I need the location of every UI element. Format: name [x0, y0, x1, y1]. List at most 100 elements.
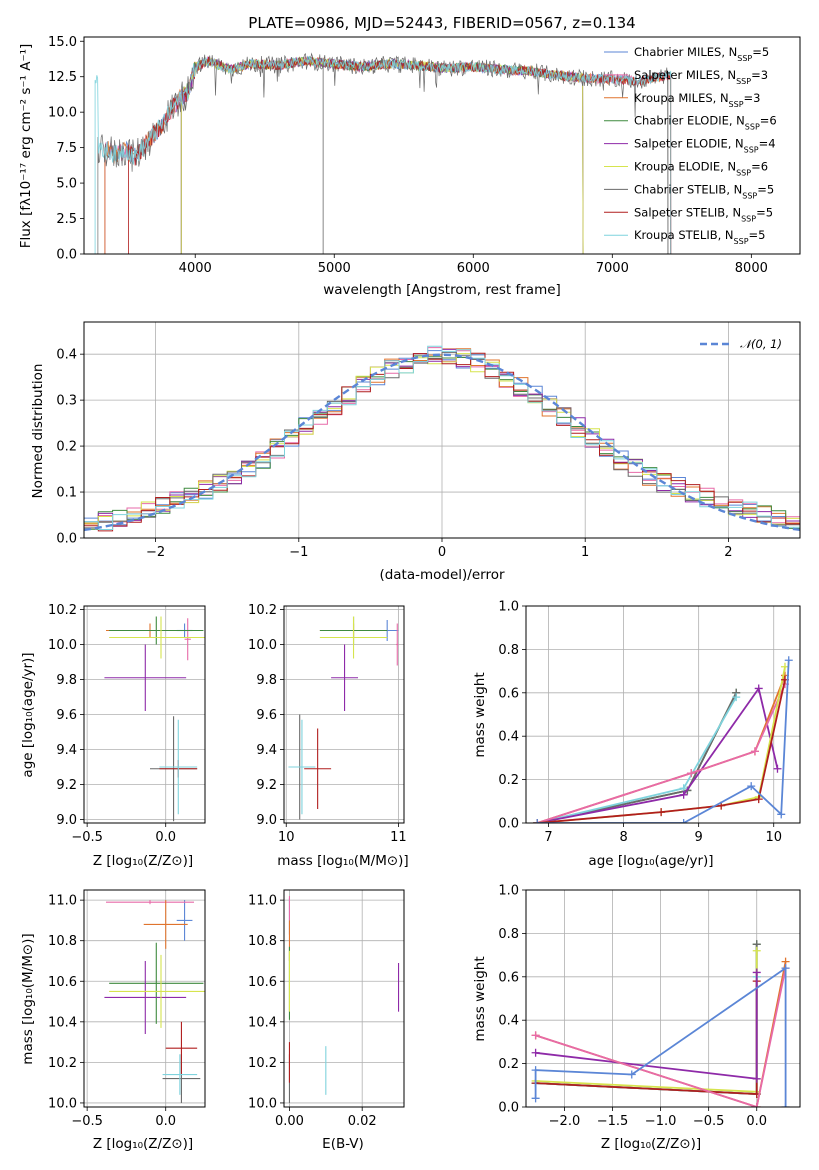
legend-label: Chabrier MILES, NSSP=5	[634, 45, 769, 63]
x-tick-label: 0.0	[746, 1114, 767, 1129]
plot-marks	[104, 900, 205, 1103]
y-tick-label: 10.6	[48, 975, 77, 990]
axes-frame	[83, 321, 801, 539]
weight-marker-salpeter-miles	[752, 1103, 761, 1107]
y-tick-label: 10.2	[48, 603, 77, 618]
weight-marker-salpeter-elodie	[752, 968, 761, 977]
y-tick-label: 9.6	[56, 708, 77, 723]
y-tick-label: 10.0	[248, 638, 277, 653]
y-tick-label: 0.6	[498, 686, 519, 701]
x-tick-label: 9	[695, 830, 703, 845]
age-vs-mass-panel: 10 11 9.0 9.2 9.4 9.6 9.8 10.0 10.2 mass [log₁₀(…	[248, 603, 409, 869]
x-tick-label: 6000	[457, 261, 490, 276]
x-tick-label: 11	[390, 830, 407, 845]
age-vs-mass-plot-area: 10 11 9.0 9.2 9.4 9.6 9.8 10.0 10.2	[248, 603, 407, 845]
weight-vs-age-ylabel: mass weight	[472, 672, 488, 757]
x-tick-label: 8000	[735, 261, 768, 276]
x-tick-label: 5000	[318, 261, 351, 276]
plot-marks	[288, 896, 400, 1103]
weight-marker-chabrier-miles	[679, 819, 688, 823]
spectrum-plot-area: 4000 5000 6000 7000 8000 0.0 2.5 5.0 7.5 10.0 12.5…	[48, 35, 801, 276]
mass-vs-z-plot-area: −0.5 0.0 10.0 10.2 10.4 10.6 10.8 11.0	[48, 889, 206, 1129]
figure-title: PLATE=0986, MJD=52443, FIBERID=0567, z=0…	[248, 14, 635, 32]
x-tick-label: 1	[581, 545, 589, 560]
y-tick-label: 10.4	[48, 1015, 77, 1030]
legend-label: 𝒩(0, 1)	[740, 337, 782, 351]
legend-label: Kroupa STELIB, NSSP=5	[634, 228, 765, 246]
weight-vs-age-panel: 7 8 9 10 0.0 0.2 0.4 0.6 0.8 1.0 age [log₁₀(age/y…	[472, 600, 801, 869]
axes-frame	[283, 605, 405, 824]
age-vs-mass-xlabel: mass [log₁₀(M/M⊙)]	[277, 853, 408, 869]
y-tick-label: 0.4	[498, 730, 519, 745]
weight-line-salpeter-elodie	[537, 686, 779, 823]
weight-marker-salpeter-stelib	[657, 808, 666, 817]
x-tick-label: 8	[619, 830, 627, 845]
y-tick-label: 2.5	[56, 212, 77, 227]
spectrum-line-kroupa-elodie	[180, 56, 584, 254]
axes-frame	[83, 605, 206, 824]
plot-marks	[533, 656, 793, 823]
weight-marker-salpeter-stelib	[754, 795, 763, 804]
y-tick-label: 0.1	[56, 486, 77, 501]
gaussian-curve	[84, 353, 800, 532]
legend-label: Kroupa ELODIE, NSSP=6	[634, 160, 768, 178]
age-vs-z-plot-area: −0.5 0.0 9.0 9.2 9.4 9.6 9.8 10.0 10.2	[48, 603, 206, 845]
y-tick-label: 10.4	[248, 1015, 277, 1030]
x-tick-label: 0.0	[155, 1114, 176, 1129]
weight-marker-salpeter-elodie	[752, 1074, 761, 1083]
weight-marker-chabrier-miles	[777, 810, 786, 819]
y-tick-label: 9.0	[56, 813, 77, 828]
weight-line-salpeter-miles	[535, 967, 787, 1107]
legend-label: Salpeter ELODIE, NSSP=4	[634, 137, 776, 155]
y-tick-label: 1.0	[498, 600, 519, 615]
weight-vs-age-xlabel: age [log₁₀(age/yr)]	[588, 853, 713, 869]
weight-line-kroupa-stelib	[535, 976, 758, 1095]
axes-frame	[83, 36, 801, 255]
weight-marker-chabrier-miles	[747, 782, 756, 791]
y-tick-label: 9.2	[56, 778, 77, 793]
mass-vs-ebv-plot-area: 0.00 0.02 10.0 10.2 10.4 10.6 10.8 11.0	[248, 889, 405, 1129]
mass-vs-z-ylabel: mass [log₁₀(M/M⊙)]	[20, 933, 36, 1064]
age-vs-z-panel: −0.5 0.0 9.0 9.2 9.4 9.6 9.8 10.0 10.2 Z [log₁₀(…	[20, 603, 206, 869]
residuals-panel: −2 −1 0 1 2 0.0 0.1 0.2 0.3 0.4 𝒩(0, 1) (data-mode…	[30, 321, 801, 583]
y-tick-label: 0.3	[56, 394, 77, 409]
y-tick-label: 10.6	[248, 975, 277, 990]
plot-marks	[84, 345, 800, 532]
legend-label: Kroupa MILES, NSSP=3	[634, 91, 760, 109]
plot-marks	[94, 52, 672, 254]
weight-marker-salpeter-elodie	[679, 790, 688, 799]
x-tick-label: 7000	[596, 261, 629, 276]
x-tick-label: 4000	[179, 261, 212, 276]
y-tick-label: 10.8	[248, 934, 277, 949]
weight-marker-salpeter-miles	[750, 747, 759, 756]
spectrum-ylabel: Flux [fλ10⁻¹⁷ erg cm⁻² s⁻¹ A⁻¹]	[18, 44, 34, 249]
y-tick-label: 10.0	[248, 1096, 277, 1111]
weight-line-salpeter-elodie	[535, 972, 758, 1080]
residuals-xlabel: (data-model)/error	[379, 567, 505, 583]
weight-marker-kroupa-stelib	[732, 693, 741, 702]
mass-vs-ebv-panel: 0.00 0.02 10.0 10.2 10.4 10.6 10.8 11.0 E(B-V)	[248, 889, 405, 1152]
x-tick-label: −1.0	[645, 1114, 677, 1129]
y-tick-label: 0.2	[56, 440, 77, 455]
histogram-kroupa-stelib	[84, 345, 800, 530]
y-tick-label: 10.0	[48, 638, 77, 653]
legend-label: Chabrier STELIB, NSSP=5	[634, 182, 774, 200]
y-tick-label: 10.0	[48, 1096, 77, 1111]
x-tick-label: 10	[278, 830, 295, 845]
y-tick-label: 0.0	[56, 248, 77, 263]
spectrum-line-salpeter-stelib	[128, 56, 672, 254]
y-tick-label: 0.0	[498, 817, 519, 832]
weight-vs-age-plot-area: 7 8 9 10 0.0 0.2 0.4 0.6 0.8 1.0	[498, 600, 801, 845]
y-tick-label: 15.0	[48, 35, 77, 50]
y-tick-label: 10.2	[248, 603, 277, 618]
weight-marker-chabrier-miles	[531, 1066, 540, 1075]
mass-vs-z-panel: −0.5 0.0 10.0 10.2 10.4 10.6 10.8 11.0 Z [log₁₀…	[20, 889, 206, 1152]
y-tick-label: 0.6	[498, 970, 519, 985]
y-tick-label: 0.0	[56, 532, 77, 547]
residuals-ylabel: Normed distribution	[30, 364, 46, 499]
y-tick-label: 0.8	[498, 927, 519, 942]
weight-marker-salpeter-elodie	[531, 1048, 540, 1057]
x-tick-label: 7	[544, 830, 552, 845]
y-tick-label: 0.8	[498, 643, 519, 658]
